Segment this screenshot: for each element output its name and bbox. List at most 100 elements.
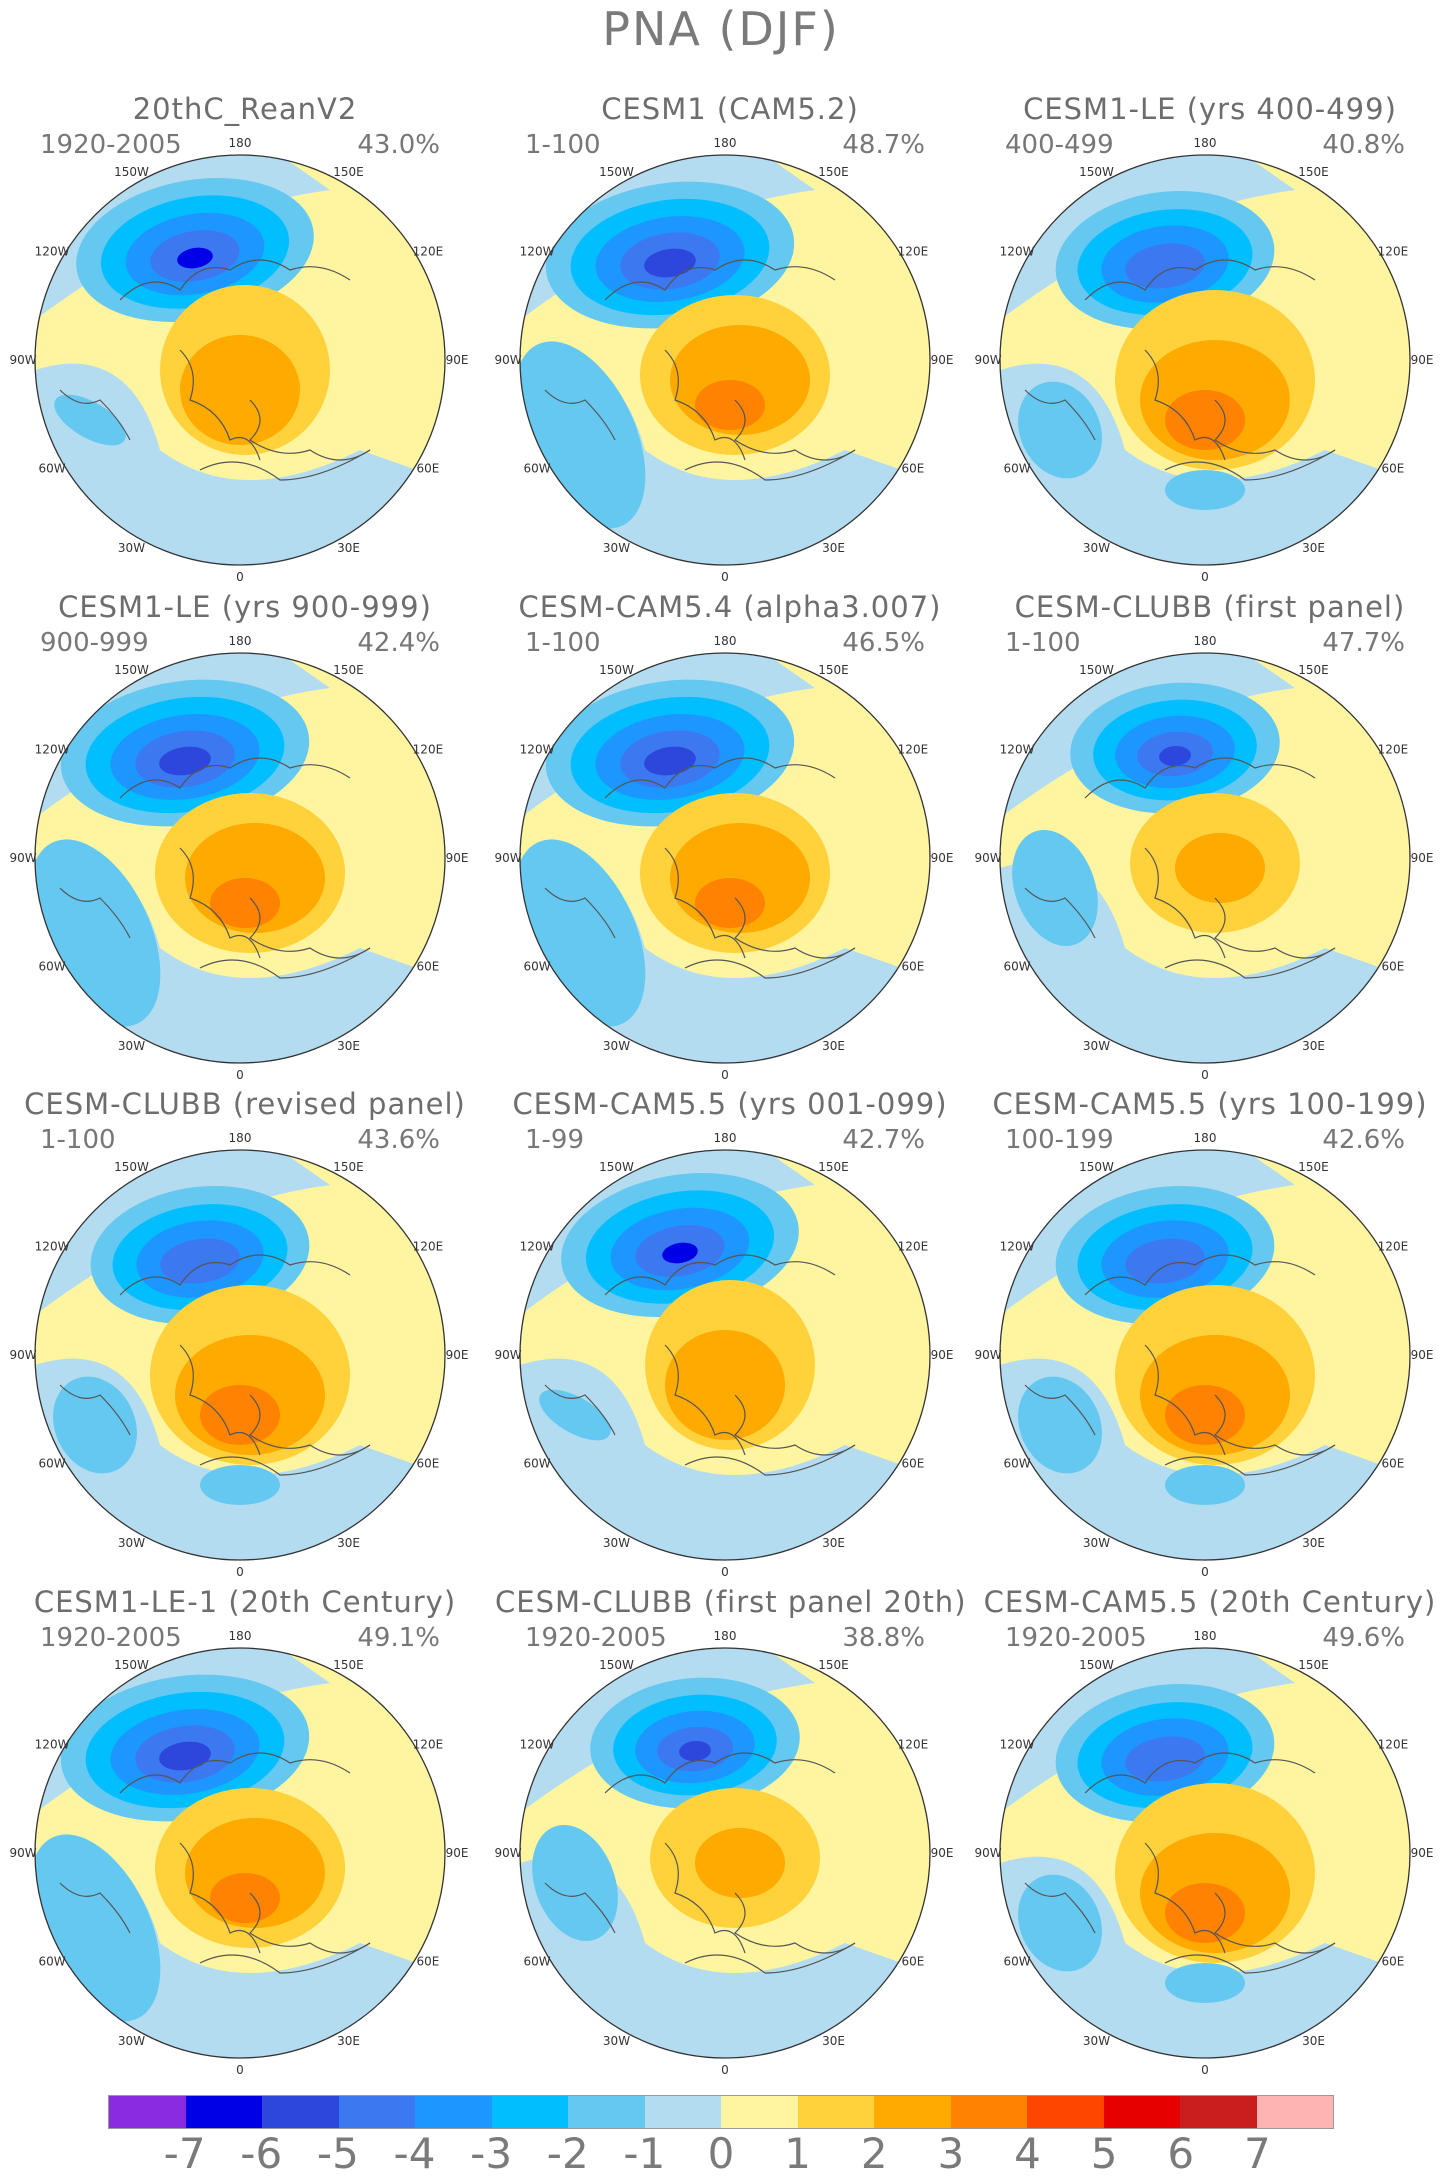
negative-anomaly-contour [1018, 1376, 1102, 1474]
longitude-label: 120E [413, 245, 444, 259]
longitude-label: 120W [1000, 245, 1035, 259]
panel-variance-percent: 43.0% [357, 130, 440, 160]
globe-outline [519, 1647, 931, 2059]
longitude-label: 150W [599, 1658, 634, 1672]
longitude-label: 30E [337, 2034, 360, 2048]
longitude-label: 60E [416, 1457, 439, 1471]
coastline [664, 1344, 746, 1456]
positive-anomaly-contour [210, 878, 280, 928]
colorbar-tick-label: -5 [316, 2129, 359, 2178]
coastline [604, 1254, 836, 1296]
longitude-label: 60W [39, 1457, 66, 1471]
coastline [544, 1384, 616, 1436]
coastline [734, 399, 856, 461]
longitude-label: 120E [1378, 743, 1409, 757]
coastline [664, 349, 746, 461]
colorbar-swatch [262, 2096, 339, 2128]
colorbar-swatch [185, 2096, 262, 2128]
longitude-label: 60E [901, 960, 924, 974]
map-panel: 180 150E 120E 90E 60E 30E 0 30W 60W 90W 120W 150W CE… [495, 1585, 967, 2085]
longitude-label: 180 [229, 1131, 252, 1145]
coastline [664, 1842, 746, 1954]
colorbar-tick-label: -3 [470, 2129, 513, 2178]
panel-variance-percent: 47.7% [1322, 628, 1405, 658]
map-panel: 180 150E 120E 90E 60E 30E 0 30W 60W 90W 120W 150W CE… [975, 590, 1442, 1090]
longitude-label: 180 [1194, 634, 1217, 648]
polar-map: 180 150E 120E 90E 60E 30E 0 30W 60W 90W 120W 150W [975, 1629, 1433, 2077]
coastline [1084, 259, 1316, 301]
coastline [684, 1942, 856, 1974]
negative-anomaly-contour [159, 1741, 211, 1771]
longitude-label: 30E [822, 1039, 845, 1053]
negative-anomaly-contour [159, 746, 211, 776]
globe-outline [519, 1149, 931, 1561]
negative-field [35, 363, 445, 565]
longitude-label: 90W [975, 1348, 1002, 1362]
longitude-label: 60E [901, 1457, 924, 1471]
coastline [1214, 1394, 1336, 1456]
longitude-label: 30E [1302, 1039, 1325, 1053]
longitude-label: 90E [446, 1846, 469, 1860]
positive-anomaly-contour [200, 1385, 280, 1445]
longitude-label: 150W [599, 663, 634, 677]
globe-outline [999, 1149, 1411, 1561]
longitude-label: 30W [1083, 1039, 1110, 1053]
longitude-label: 120E [898, 245, 929, 259]
globe-outline [999, 154, 1411, 566]
coastline [179, 1842, 261, 1954]
panel-variance-percent: 49.1% [357, 1623, 440, 1653]
longitude-label: 180 [714, 1131, 737, 1145]
longitude-label: 60E [416, 462, 439, 476]
panel-years: 1920-2005 [40, 1623, 182, 1653]
positive-anomaly-contour [210, 1873, 280, 1923]
colorbar-tick-label: -7 [163, 2129, 206, 2178]
longitude-label: 90W [10, 851, 37, 865]
colorbar-tick-label: -4 [393, 2129, 436, 2178]
longitude-label: 90W [10, 1348, 37, 1362]
longitude-label: 180 [1194, 1629, 1217, 1643]
map-panel: 180 150E 120E 90E 60E 30E 0 30W 60W 90W 120W 150W 20… [10, 92, 480, 592]
colorbar-swatch [644, 2096, 721, 2128]
longitude-label: 0 [721, 1565, 729, 1579]
longitude-label: 0 [721, 1068, 729, 1082]
globe-outline [34, 1149, 446, 1561]
positive-anomaly-contour [695, 380, 765, 430]
coastline [1084, 757, 1316, 799]
longitude-label: 60W [1004, 462, 1031, 476]
coastline [1164, 947, 1336, 979]
longitude-label: 90E [931, 1846, 954, 1860]
coastline [604, 1752, 836, 1794]
panel-variance-percent: 40.8% [1322, 130, 1405, 160]
positive-anomaly-contour [695, 1828, 785, 1898]
colorbar-swatch [1103, 2096, 1180, 2128]
map-panel: 180 150E 120E 90E 60E 30E 0 30W 60W 90W 120W 150W CE… [975, 1087, 1442, 1587]
colorbar-swatch [109, 2096, 186, 2128]
longitude-label: 150E [818, 1658, 849, 1672]
colorbar-tick-label: -2 [546, 2129, 589, 2178]
negative-field [35, 1358, 445, 1560]
colorbar-tick-label: -6 [240, 2129, 283, 2178]
colorbar-tick-label: 2 [860, 2129, 888, 2178]
panel-title: CESM-CLUBB (first panel) [1014, 590, 1406, 624]
longitude-label: 60E [416, 960, 439, 974]
panel-title: CESM-CAM5.5 (yrs 100-199) [992, 1087, 1428, 1121]
coastline [249, 897, 371, 959]
longitude-label: 30W [603, 2034, 630, 2048]
longitude-label: 30W [118, 541, 145, 555]
coastline [1144, 349, 1226, 461]
longitude-label: 30W [603, 1039, 630, 1053]
panel-title: CESM-CLUBB (first panel 20th) [495, 1585, 967, 1619]
longitude-label: 120W [520, 1738, 555, 1752]
longitude-label: 150E [333, 165, 364, 179]
longitude-label: 0 [721, 570, 729, 584]
coastline [119, 1254, 351, 1296]
longitude-label: 90W [495, 1348, 522, 1362]
colorbar-swatch [338, 2096, 415, 2128]
longitude-label: 30E [822, 1536, 845, 1550]
panel-variance-percent: 49.6% [1322, 1623, 1405, 1653]
negative-anomaly-contour [1165, 470, 1245, 510]
longitude-label: 60W [524, 1955, 551, 1969]
coastline [684, 449, 856, 481]
panel-variance-percent: 43.6% [357, 1125, 440, 1155]
longitude-label: 30E [1302, 541, 1325, 555]
